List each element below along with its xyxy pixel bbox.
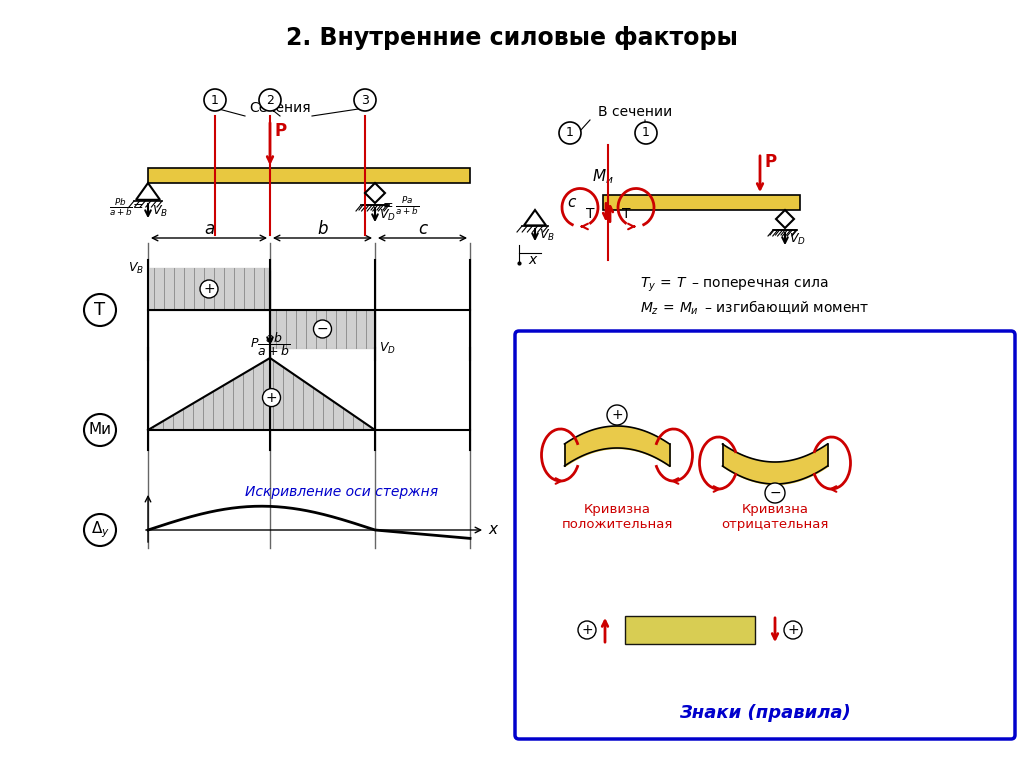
Text: $\Delta_y$: $\Delta_y$ <box>90 520 110 541</box>
Text: $V_D$: $V_D$ <box>379 340 396 356</box>
Text: −: − <box>769 486 781 500</box>
Polygon shape <box>148 358 375 430</box>
Circle shape <box>262 389 281 406</box>
Text: $V_B$: $V_B$ <box>128 260 144 276</box>
Polygon shape <box>776 210 794 228</box>
Text: T: T <box>586 207 594 221</box>
Text: Кривизна
отрицательная: Кривизна отрицательная <box>721 503 828 531</box>
Circle shape <box>200 280 218 298</box>
Text: +: + <box>582 623 593 637</box>
Text: $V_B$: $V_B$ <box>152 204 168 219</box>
Text: $M_z\, =\, M_и\,$ – изгибающий момент: $M_z\, =\, M_и\,$ – изгибающий момент <box>640 299 869 317</box>
Text: $V_B$: $V_B$ <box>539 227 555 243</box>
Text: $M_и$: $M_и$ <box>592 167 613 187</box>
Bar <box>148 168 470 183</box>
Text: b: b <box>317 220 328 238</box>
Text: a: a <box>204 220 214 238</box>
Text: T: T <box>622 207 630 221</box>
Text: $=\frac{Pa}{a+b}$: $=\frac{Pa}{a+b}$ <box>380 196 419 218</box>
Polygon shape <box>365 183 385 203</box>
Polygon shape <box>136 183 160 200</box>
Text: Кривизна
положительная: Кривизна положительная <box>561 503 673 531</box>
Text: $\frac{Pb}{a+b}$=: $\frac{Pb}{a+b}$= <box>109 196 143 218</box>
Text: 1: 1 <box>211 94 219 107</box>
Circle shape <box>559 122 581 144</box>
Text: c: c <box>418 220 427 238</box>
Text: 1: 1 <box>566 127 573 140</box>
Text: Искривление оси стержня: Искривление оси стержня <box>245 485 438 499</box>
Text: 1: 1 <box>642 127 650 140</box>
Text: $T_y\, =\, T\,$ – поперечная сила: $T_y\, =\, T\,$ – поперечная сила <box>640 276 828 294</box>
Bar <box>603 195 800 210</box>
Circle shape <box>635 122 657 144</box>
Text: T: T <box>94 301 105 319</box>
Text: P: P <box>275 122 287 140</box>
Circle shape <box>784 621 802 639</box>
Polygon shape <box>524 210 546 225</box>
Text: В сечении: В сечении <box>598 105 672 119</box>
FancyBboxPatch shape <box>515 331 1015 739</box>
Text: +: + <box>611 408 623 422</box>
Circle shape <box>259 89 281 111</box>
Text: P: P <box>765 153 777 171</box>
Text: c: c <box>567 195 575 210</box>
Circle shape <box>204 89 226 111</box>
Circle shape <box>354 89 376 111</box>
Text: Ми: Ми <box>88 422 112 438</box>
Circle shape <box>578 621 596 639</box>
Text: 2. Внутренние силовые факторы: 2. Внутренние силовые факторы <box>286 26 738 50</box>
Text: 2: 2 <box>266 94 274 107</box>
Text: Сечения: Сечения <box>249 101 311 115</box>
Circle shape <box>313 320 332 338</box>
Text: x: x <box>528 253 537 267</box>
Bar <box>625 616 755 644</box>
Text: $P\dfrac{ab}{a+b}$: $P\dfrac{ab}{a+b}$ <box>250 330 290 358</box>
Text: +: + <box>787 623 799 637</box>
Text: 3: 3 <box>361 94 369 107</box>
Text: +: + <box>265 391 278 405</box>
Text: $V_D$: $V_D$ <box>379 207 396 223</box>
Polygon shape <box>148 268 270 310</box>
Text: Знаки (правила): Знаки (правила) <box>679 704 851 722</box>
Text: x: x <box>488 522 497 538</box>
Circle shape <box>765 483 785 503</box>
Circle shape <box>84 514 116 546</box>
Circle shape <box>84 294 116 326</box>
Circle shape <box>607 405 627 425</box>
Text: +: + <box>203 282 215 296</box>
Text: $V_D$: $V_D$ <box>790 231 806 247</box>
Text: −: − <box>316 322 329 336</box>
Circle shape <box>84 414 116 446</box>
Polygon shape <box>270 310 375 348</box>
